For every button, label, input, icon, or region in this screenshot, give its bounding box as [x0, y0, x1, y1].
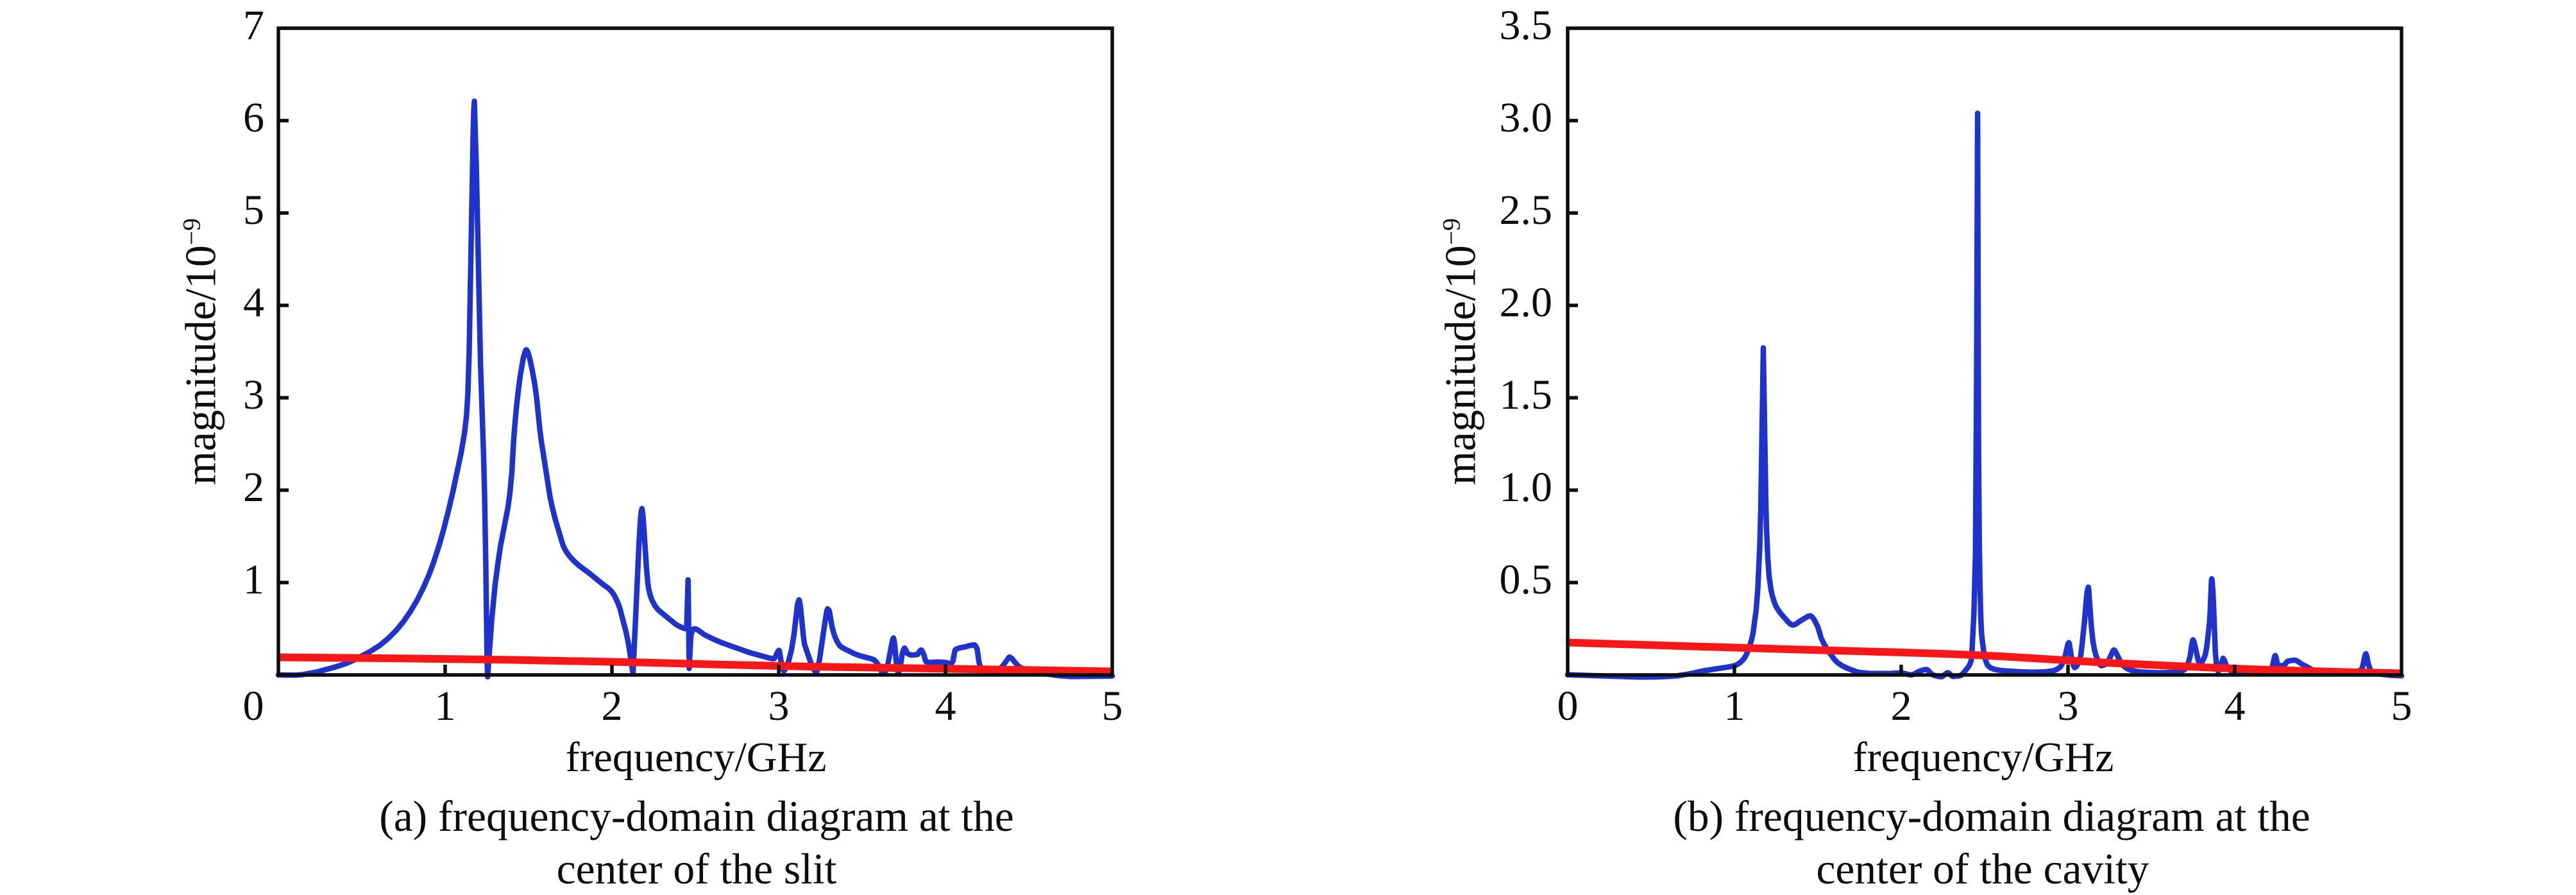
svg-text:magnitude/10−9: magnitude/10−9	[1436, 218, 1485, 485]
svg-text:magnitude/10−9: magnitude/10−9	[176, 218, 225, 485]
